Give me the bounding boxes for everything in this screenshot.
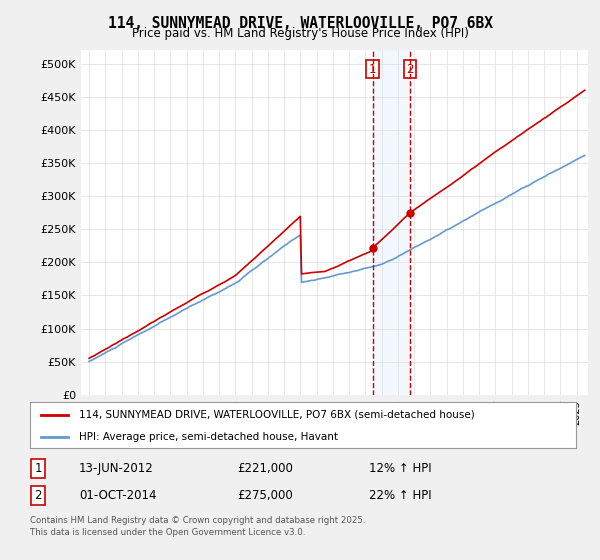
Text: 12% ↑ HPI: 12% ↑ HPI (368, 462, 431, 475)
Text: 01-OCT-2014: 01-OCT-2014 (79, 489, 157, 502)
Text: 1: 1 (34, 462, 42, 475)
Text: Contains HM Land Registry data © Crown copyright and database right 2025.: Contains HM Land Registry data © Crown c… (30, 516, 365, 525)
Text: HPI: Average price, semi-detached house, Havant: HPI: Average price, semi-detached house,… (79, 432, 338, 441)
Text: This data is licensed under the Open Government Licence v3.0.: This data is licensed under the Open Gov… (30, 529, 305, 538)
Text: £221,000: £221,000 (238, 462, 293, 475)
Text: Price paid vs. HM Land Registry's House Price Index (HPI): Price paid vs. HM Land Registry's House … (131, 27, 469, 40)
Text: 22% ↑ HPI: 22% ↑ HPI (368, 489, 431, 502)
Text: 114, SUNNYMEAD DRIVE, WATERLOOVILLE, PO7 6BX (semi-detached house): 114, SUNNYMEAD DRIVE, WATERLOOVILLE, PO7… (79, 410, 475, 420)
Text: £275,000: £275,000 (238, 489, 293, 502)
Text: 114, SUNNYMEAD DRIVE, WATERLOOVILLE, PO7 6BX: 114, SUNNYMEAD DRIVE, WATERLOOVILLE, PO7… (107, 16, 493, 31)
Text: 2: 2 (34, 489, 42, 502)
Text: 2: 2 (406, 63, 414, 76)
Bar (373, 50, 410, 395)
Text: 13-JUN-2012: 13-JUN-2012 (79, 462, 154, 475)
Text: 1: 1 (369, 63, 376, 76)
